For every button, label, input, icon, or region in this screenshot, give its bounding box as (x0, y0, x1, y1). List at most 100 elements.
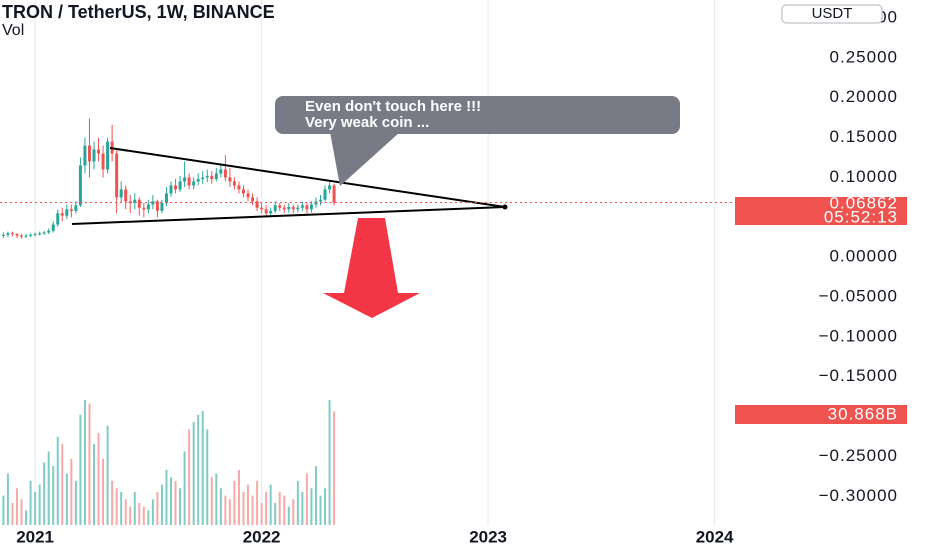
candle-body (323, 189, 327, 200)
candle-body (187, 177, 191, 186)
volume-bar (251, 495, 254, 525)
volume-bar (310, 488, 313, 525)
volume-bar (219, 488, 222, 525)
candle-body (155, 201, 159, 211)
volume-bar (174, 480, 177, 525)
volume-bar (52, 466, 55, 525)
volume-bar (201, 411, 204, 525)
candle-body (246, 193, 250, 198)
callout-tail (330, 132, 400, 186)
candle-body (92, 149, 96, 162)
candle-body (201, 177, 205, 180)
chart-title: TRON / TetherUS, 1W, BINANCE (2, 2, 275, 22)
volume-bar (61, 444, 64, 525)
volume-bar (124, 499, 127, 525)
currency-box (781, 4, 883, 24)
volume-bar (224, 495, 227, 525)
volume-bar (324, 488, 327, 525)
candle-body (178, 181, 182, 190)
callout-text: Even don't touch here !!! (305, 98, 481, 115)
volume-bar (129, 506, 132, 525)
candle-body (232, 181, 236, 186)
volume-bar (2, 495, 5, 525)
candle-body (305, 205, 309, 210)
volume-bar (15, 488, 18, 525)
grid (34, 0, 716, 525)
volume-bar (242, 491, 245, 525)
candle-body (300, 205, 304, 208)
candle-body (228, 177, 232, 182)
candle-body (124, 189, 128, 202)
volume-bar (147, 510, 150, 525)
volume-bar (292, 499, 295, 525)
volume-bar (179, 488, 182, 525)
candle-body (278, 205, 282, 208)
volume-bar (47, 451, 50, 525)
candle-body (33, 234, 37, 236)
volume-bar (120, 491, 123, 525)
volume-bar (319, 495, 322, 525)
candle-body (264, 209, 268, 214)
candle-body (214, 173, 218, 180)
volume-bar (188, 429, 191, 525)
candle-body (192, 181, 196, 186)
candle-body (196, 179, 200, 182)
y-tick-label: −0.25000 (819, 446, 898, 465)
y-tick-label: 0.25000 (830, 47, 898, 66)
volume-bar (83, 400, 86, 525)
candle-body (223, 169, 227, 178)
volume-bar (260, 502, 263, 525)
candle-body (65, 209, 69, 216)
volume-bar (265, 491, 268, 525)
currency: USDT (812, 5, 853, 22)
x-tick-label: 2021 (16, 527, 54, 546)
callout-text: Very weak coin ... (305, 114, 429, 131)
candle-body (291, 206, 295, 210)
last-price-box (735, 197, 907, 225)
candle-body (101, 153, 105, 170)
candle-body (51, 224, 55, 231)
volume-bar (183, 451, 186, 525)
y-tick-label: −0.05000 (819, 287, 898, 306)
volume-bar (138, 502, 141, 525)
volume-bar (102, 458, 105, 525)
candle-body (183, 177, 187, 182)
volume-bar (106, 425, 109, 525)
volume-bar (233, 480, 236, 525)
candle-body (142, 207, 146, 210)
volume-bar (192, 422, 195, 525)
x-tick-label: 2023 (469, 527, 507, 546)
candle-body (309, 204, 313, 210)
candle-body (328, 185, 332, 190)
volume-bar (74, 480, 77, 525)
candle-body (151, 201, 155, 205)
candle-body (332, 185, 336, 203)
volume-bar (111, 480, 114, 525)
volume-bar (305, 473, 308, 525)
candle-body (74, 205, 78, 211)
candle-body (29, 234, 33, 236)
volume-bar (237, 469, 240, 525)
candle-body (251, 197, 255, 202)
candle-body (83, 145, 87, 166)
candle-body (269, 210, 273, 214)
candle-body (255, 201, 259, 208)
volume-bar (328, 400, 331, 525)
candle-body (10, 233, 14, 235)
volume-bar (170, 477, 173, 525)
trend-apex (502, 204, 508, 210)
y-tick-label: 0.20000 (830, 87, 898, 106)
volume-bar (151, 499, 154, 525)
candle-body (47, 230, 51, 233)
volume-bar (25, 510, 28, 525)
volume-bar (79, 414, 82, 525)
callout (275, 96, 680, 134)
volume-bar (301, 491, 304, 525)
candles (1, 118, 336, 239)
volume-bar (314, 466, 317, 525)
volume-bar (215, 473, 218, 525)
y-tick-label: 0.15000 (830, 127, 898, 146)
last-price-label: 0.06862 (830, 193, 898, 212)
candle-body (115, 153, 119, 198)
